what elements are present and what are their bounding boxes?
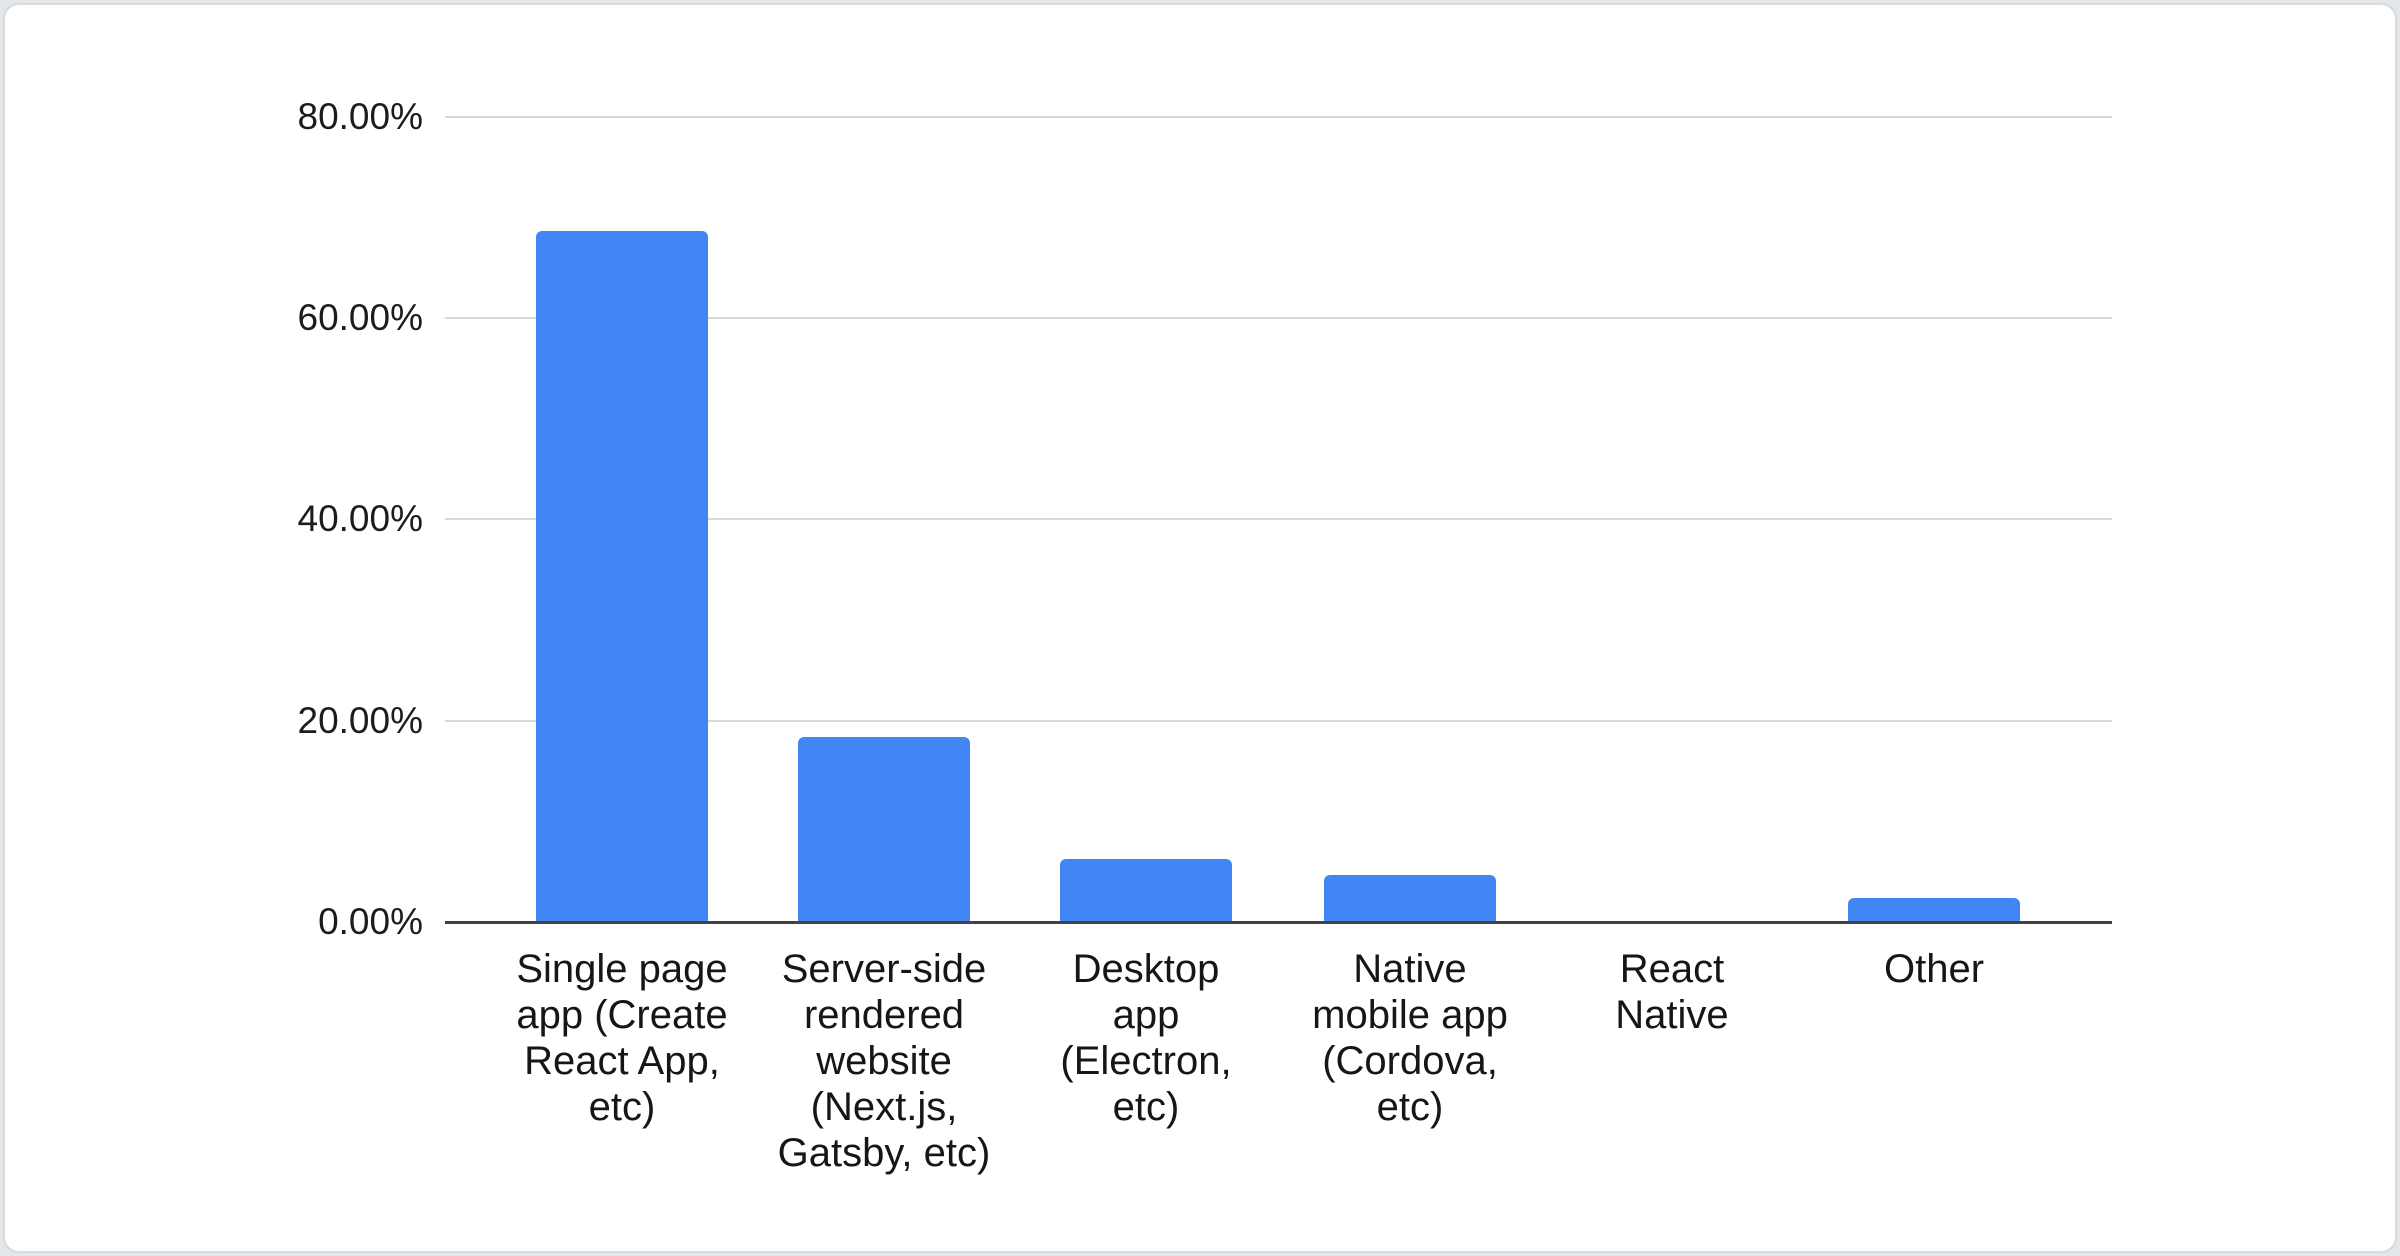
gridline-40 <box>445 518 2112 520</box>
y-tick-label-20: 20.00% <box>297 700 424 741</box>
x-label-single-page-app: Single page app (Create React App, etc) <box>516 947 728 1129</box>
x-label-native-mobile-app: Native mobile app (Cordova, etc) <box>1312 947 1508 1129</box>
chart-card <box>3 3 2397 1253</box>
y-tick-label-60: 60.00% <box>297 297 424 338</box>
bar-desktop-app <box>1060 859 1232 921</box>
bar-native-mobile-app <box>1324 875 1496 921</box>
bar-single-page-app <box>536 231 708 921</box>
y-tick-label-0: 0.00% <box>318 901 423 942</box>
x-axis-line <box>445 921 2112 924</box>
bar-server-side-rendered-website <box>798 737 970 921</box>
gridline-20 <box>445 720 2112 722</box>
bar-other <box>1848 898 2020 921</box>
y-tick-label-40: 40.00% <box>297 498 424 539</box>
gridline-80 <box>445 116 2112 118</box>
x-label-server-side-rendered-website: Server-side rendered website (Next.js, G… <box>777 947 991 1175</box>
y-tick-label-80: 80.00% <box>297 96 424 137</box>
gridline-60 <box>445 317 2112 319</box>
x-label-other: Other <box>1883 947 1985 991</box>
x-label-desktop-app: Desktop app (Electron, etc) <box>1060 947 1232 1129</box>
x-label-react-native: React Native <box>1615 947 1729 1037</box>
